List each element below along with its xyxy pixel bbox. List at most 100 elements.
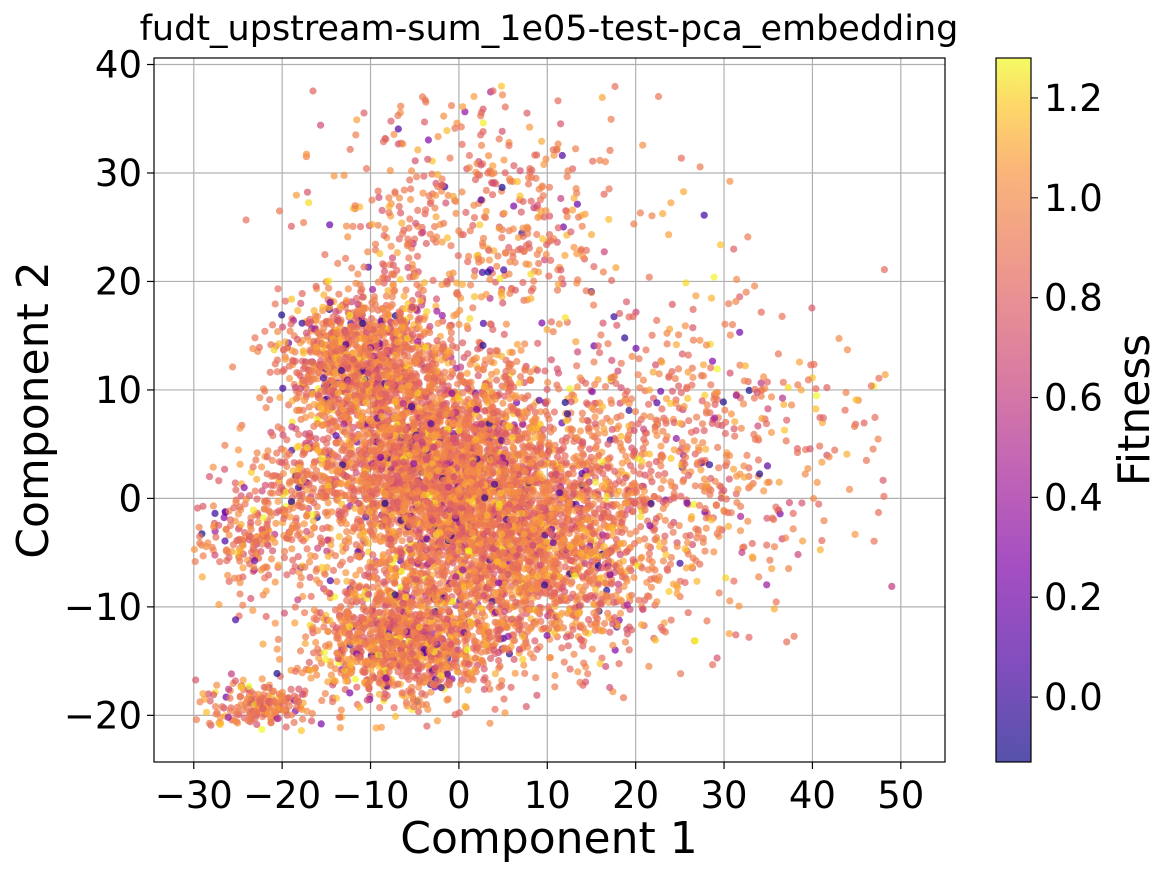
scatter-point (382, 292, 390, 300)
scatter-point (707, 381, 715, 389)
scatter-point (623, 434, 631, 442)
scatter-point (659, 557, 668, 565)
scatter-point (443, 234, 451, 242)
scatter-point (550, 151, 558, 159)
scatter-point (616, 609, 625, 618)
scatter-point (268, 321, 277, 329)
scatter-point (677, 670, 685, 678)
scatter-point (645, 450, 654, 458)
scatter-point (767, 428, 776, 437)
scatter-point (368, 220, 376, 228)
scatter-point (266, 396, 274, 404)
scatter-point (290, 459, 298, 467)
scatter-point (457, 363, 465, 371)
scatter-point (466, 227, 474, 235)
scatter-point (606, 146, 614, 154)
scatter-point (725, 630, 733, 638)
scatter-point (510, 631, 518, 639)
scatter-point (270, 481, 278, 489)
scatter-point (440, 112, 448, 120)
scatter-point (436, 580, 444, 588)
scatter-point (192, 716, 200, 724)
scatter-point (247, 468, 256, 476)
scatter-point (614, 580, 623, 588)
scatter-point (312, 317, 320, 325)
scatter-point (240, 528, 249, 537)
scatter-point (312, 435, 320, 443)
scatter-point (542, 250, 550, 259)
scatter-point (526, 123, 534, 131)
scatter-point (293, 406, 301, 414)
scatter-point (352, 571, 360, 579)
scatter-point (549, 539, 557, 547)
scatter-point (645, 550, 654, 558)
scatter-point (486, 320, 494, 328)
scatter-point (397, 102, 405, 110)
scatter-point (303, 527, 311, 536)
scatter-point (558, 517, 566, 525)
scatter-point (772, 598, 780, 606)
scatter-point (273, 368, 281, 376)
scatter-point (812, 385, 820, 393)
scatter-point (273, 645, 281, 653)
scatter-point (303, 188, 312, 196)
scatter-point (287, 685, 295, 694)
scatter-point (333, 577, 341, 586)
scatter-point (843, 346, 852, 354)
scatter-point (725, 300, 733, 308)
scatter-point (789, 509, 797, 517)
scatter-point (292, 667, 300, 675)
scatter-point (469, 644, 477, 652)
scatter-point (640, 412, 648, 420)
scatter-point (391, 712, 400, 721)
scatter-point (480, 665, 488, 673)
scatter-point (591, 380, 599, 389)
scatter-point (533, 250, 541, 258)
scatter-point (323, 563, 331, 572)
scatter-point (619, 694, 628, 702)
scatter-point (608, 531, 617, 540)
scatter-point (708, 357, 717, 365)
scatter-point (732, 631, 740, 639)
scatter-point (498, 91, 507, 99)
scatter-point (696, 163, 704, 171)
scatter-point (555, 447, 564, 455)
scatter-point (398, 219, 406, 227)
scatter-point (292, 191, 300, 199)
scatter-point (271, 619, 279, 627)
scatter-point (486, 685, 494, 693)
scatter-point (547, 318, 556, 326)
scatter-point (337, 706, 345, 714)
scatter-point (289, 467, 297, 475)
scatter-point (689, 324, 697, 332)
scatter-point (221, 441, 229, 449)
scatter-point (754, 456, 763, 464)
scatter-point (655, 370, 663, 378)
scatter-point (371, 240, 380, 248)
scatter-point (842, 388, 850, 397)
scatter-point (327, 541, 335, 549)
scatter-point (569, 464, 577, 472)
scatter-point (534, 213, 542, 221)
scatter-point (501, 709, 509, 717)
scatter-point (331, 552, 340, 560)
scatter-point (617, 359, 625, 367)
scatter-point (423, 308, 431, 316)
scatter-point (510, 636, 519, 645)
scatter-point (740, 377, 749, 385)
scatter-point (606, 683, 614, 692)
scatter-point (211, 509, 219, 517)
scatter-point (236, 693, 244, 701)
scatter-point (621, 334, 629, 342)
scatter-point (574, 668, 582, 676)
scatter-point (308, 390, 317, 398)
scatter-point (730, 577, 738, 585)
scatter-point (225, 577, 233, 586)
scatter-point (586, 523, 594, 531)
scatter-point (414, 708, 423, 716)
scatter-point (768, 514, 777, 522)
scatter-point (621, 638, 630, 646)
scatter-point (474, 171, 482, 179)
scatter-point (413, 173, 421, 181)
